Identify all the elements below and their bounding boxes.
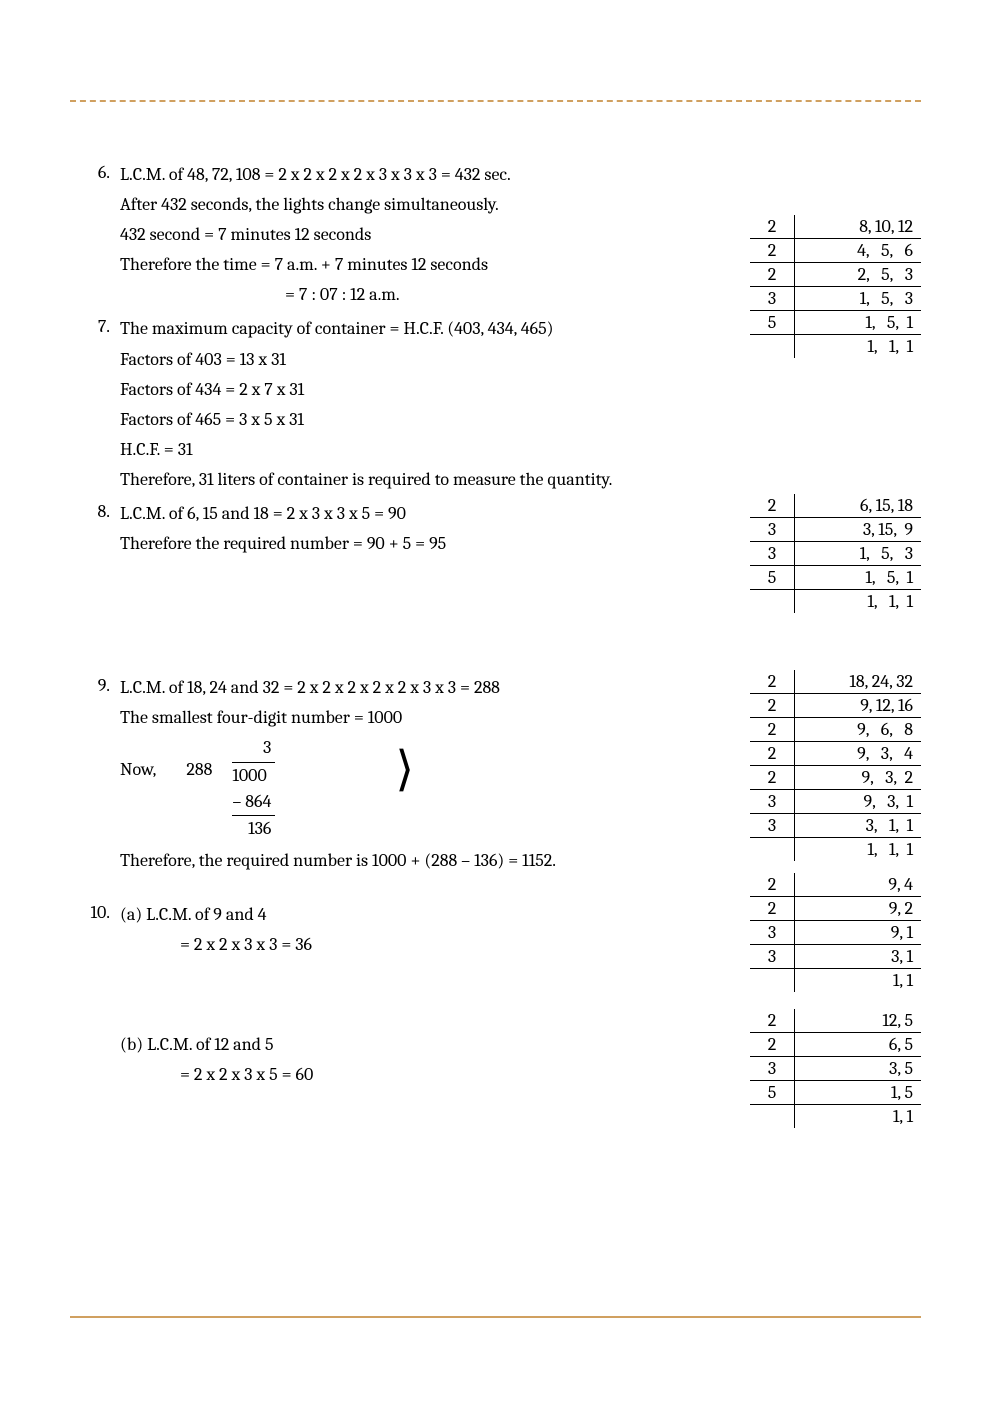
ladder-cell: 6, 5 bbox=[795, 1033, 922, 1057]
ladder-cell: 3 bbox=[750, 790, 795, 814]
subtraction: – 864 bbox=[232, 789, 275, 816]
ladder-cell: 2 bbox=[750, 742, 795, 766]
ladder-cell: 1, 1 bbox=[795, 1105, 922, 1129]
now-label: Now, bbox=[120, 735, 156, 783]
text-line: Factors of 465 = 3 x 5 x 31 bbox=[120, 407, 921, 433]
ladder-cell: 3 bbox=[750, 518, 795, 542]
ladder-cell: 2 bbox=[750, 694, 795, 718]
ladder-cell: 4, 5, 6 bbox=[795, 239, 922, 263]
ladder-cell: 5 bbox=[750, 311, 795, 335]
ladder-cell: 9, 2 bbox=[795, 897, 922, 921]
ladder-q10b: 212, 5 26, 5 33, 5 51, 5 1, 1 bbox=[750, 1009, 921, 1128]
ladder-cell: 5 bbox=[750, 566, 795, 590]
ladder-cell: 3, 1, 1 bbox=[795, 814, 922, 838]
ladder-cell: 8, 10, 12 bbox=[795, 215, 922, 239]
ladder-cell: 3, 5 bbox=[795, 1057, 922, 1081]
ladder-cell: 2 bbox=[750, 215, 795, 239]
ladder-cell bbox=[750, 969, 795, 993]
ladder-q6: 28, 10, 12 24, 5, 6 22, 5, 3 31, 5, 3 51… bbox=[750, 215, 921, 358]
ladder-cell: 1, 5 bbox=[795, 1081, 922, 1105]
ladder-cell: 2 bbox=[750, 873, 795, 897]
text-line: H.C.F. = 31 bbox=[120, 437, 921, 463]
ladder-cell: 1, 5, 1 bbox=[795, 311, 922, 335]
ladder-cell: 9, 3, 4 bbox=[795, 742, 922, 766]
ladder-cell: 9, 4 bbox=[795, 873, 922, 897]
question-number: 8. bbox=[70, 501, 120, 522]
page: 28, 10, 12 24, 5, 6 22, 5, 3 31, 5, 3 51… bbox=[0, 0, 991, 1378]
ladder-cell: 2 bbox=[750, 494, 795, 518]
ladder-cell: 1, 5, 3 bbox=[795, 542, 922, 566]
ladder-cell bbox=[750, 590, 795, 614]
ladder-cell: 1, 1, 1 bbox=[795, 335, 922, 359]
quotient: 3 bbox=[232, 735, 275, 762]
text-line: Therefore, 31 liters of container is req… bbox=[120, 467, 921, 493]
ladder-cell bbox=[750, 335, 795, 359]
ladder-cell: 2 bbox=[750, 263, 795, 287]
ladder-cell: 3 bbox=[750, 945, 795, 969]
ladder-cell: 3 bbox=[750, 542, 795, 566]
ladder-cell: 9, 1 bbox=[795, 921, 922, 945]
ladder-cell: 3, 15, 9 bbox=[795, 518, 922, 542]
ladder-cell bbox=[750, 838, 795, 862]
divisor: 288 bbox=[186, 735, 212, 783]
ladder-cell: 9, 3, 1 bbox=[795, 790, 922, 814]
ladder-cell: 3 bbox=[750, 1057, 795, 1081]
question-number: 10. bbox=[70, 902, 120, 923]
ladder-cell: 2 bbox=[750, 1033, 795, 1057]
ladder-cell: 18, 24, 32 bbox=[795, 670, 922, 694]
ladder-cell: 3 bbox=[750, 814, 795, 838]
ladder-cell: 3 bbox=[750, 287, 795, 311]
ladder-cell: 1, 1, 1 bbox=[795, 838, 922, 862]
ladder-cell: 2 bbox=[750, 239, 795, 263]
ladder-cell: 9, 3, 2 bbox=[795, 766, 922, 790]
ladder-cell: 2 bbox=[750, 670, 795, 694]
ladder-cell: 5 bbox=[750, 1081, 795, 1105]
ladder-cell: 2 bbox=[750, 1009, 795, 1033]
text-line: L.C.M. of 48, 72, 108 = 2 x 2 x 2 x 2 x … bbox=[120, 162, 921, 188]
ladder-cell: 2 bbox=[750, 766, 795, 790]
text-line: Factors of 434 = 2 x 7 x 31 bbox=[120, 377, 921, 403]
ladder-cell: 3, 1 bbox=[795, 945, 922, 969]
ladder-cell: 2, 5, 3 bbox=[795, 263, 922, 287]
long-division: 3 1000 – 864 136 bbox=[232, 735, 275, 841]
ladder-cell: 1, 5, 3 bbox=[795, 287, 922, 311]
top-divider bbox=[70, 100, 921, 102]
ladder-cell bbox=[750, 1105, 795, 1129]
ladder-cell: 6, 15, 18 bbox=[795, 494, 922, 518]
question-number: 9. bbox=[70, 675, 120, 696]
ladder-cell: 1, 1, 1 bbox=[795, 590, 922, 614]
ladder-cell: 9, 6, 8 bbox=[795, 718, 922, 742]
ladder-cell: 1, 1 bbox=[795, 969, 922, 993]
ladder-cell: 1, 5, 1 bbox=[795, 566, 922, 590]
dividend: 1000 bbox=[232, 763, 275, 789]
question-number: 7. bbox=[70, 316, 120, 337]
ladder-cell: 2 bbox=[750, 897, 795, 921]
ladder-q10a: 29, 4 29, 2 39, 1 33, 1 1, 1 bbox=[750, 873, 921, 992]
ladder-cell: 2 bbox=[750, 718, 795, 742]
question-number: 6. bbox=[70, 162, 120, 183]
remainder: 136 bbox=[232, 816, 275, 842]
paren-icon: ⟩ bbox=[395, 735, 414, 805]
ladder-cell: 3 bbox=[750, 921, 795, 945]
bottom-divider bbox=[70, 1316, 921, 1318]
ladder-q8: 26, 15, 18 33, 15, 9 31, 5, 3 51, 5, 1 1… bbox=[750, 494, 921, 613]
ladder-q9: 218, 24, 32 29, 12, 16 29, 6, 8 29, 3, 4… bbox=[750, 670, 921, 861]
ladder-cell: 9, 12, 16 bbox=[795, 694, 922, 718]
ladder-cell: 12, 5 bbox=[795, 1009, 922, 1033]
